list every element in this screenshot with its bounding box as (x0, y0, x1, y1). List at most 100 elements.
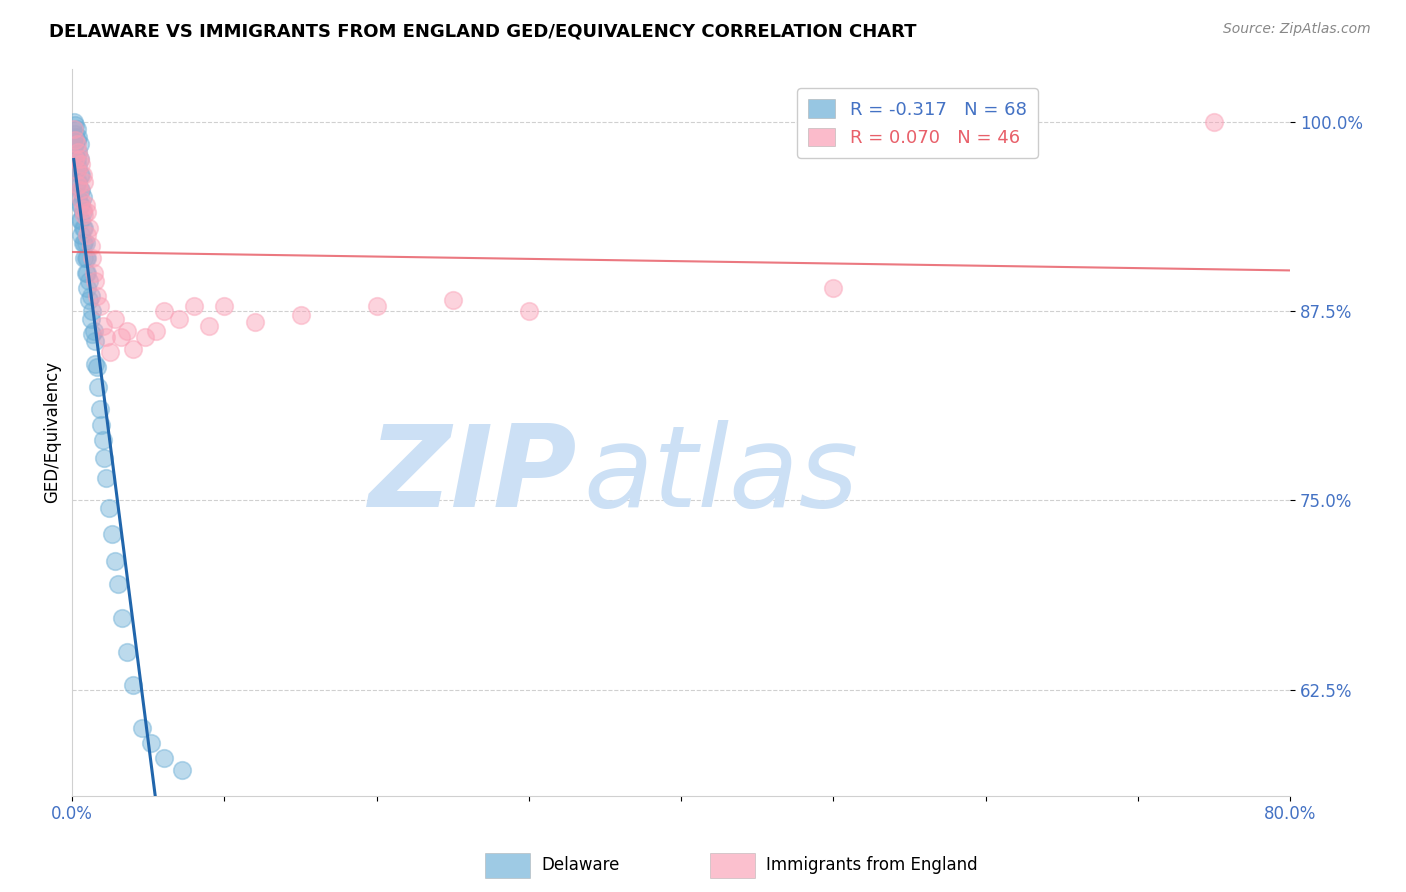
Point (67, 145, 90, 159)
Point (69, 183, 91, 197)
Point (366, 299, 388, 313)
Point (77, 293, 100, 308)
Text: ZIP: ZIP (370, 420, 578, 532)
Point (65, 153, 87, 167)
Point (65, 148, 87, 162)
Point (290, 309, 312, 323)
Point (70, 168, 93, 182)
Point (77, 274, 100, 288)
Point (104, 554, 127, 568)
Point (66, 153, 89, 167)
Point (110, 329, 132, 343)
Point (73, 175, 96, 189)
Point (1202, 114, 1225, 128)
Text: Immigrants from England: Immigrants from England (766, 856, 979, 874)
Point (91, 319, 114, 334)
Point (62, 129, 84, 144)
Point (101, 526, 124, 541)
Point (72, 168, 94, 182)
Point (79, 311, 101, 326)
Point (66, 122, 89, 136)
Point (141, 736, 163, 750)
Point (115, 645, 138, 659)
Point (73, 220, 96, 235)
Point (69, 198, 91, 212)
Point (131, 721, 153, 735)
Point (517, 304, 540, 318)
Point (70, 228, 93, 243)
Point (62, 114, 84, 128)
Point (69, 153, 91, 167)
Point (75, 266, 97, 280)
Point (183, 299, 205, 313)
Point (115, 324, 138, 338)
Point (98, 344, 121, 359)
Point (66, 137, 89, 152)
Point (76, 205, 98, 219)
Point (72, 205, 94, 219)
Point (69, 137, 91, 152)
Point (89, 299, 111, 313)
Point (91, 433, 114, 447)
Point (70, 157, 93, 171)
Point (72, 235, 94, 250)
Point (67, 160, 90, 174)
Point (65, 118, 87, 132)
Point (84, 357, 107, 371)
Point (83, 324, 105, 338)
Point (66, 175, 89, 189)
Point (67, 129, 90, 144)
Point (152, 751, 174, 765)
Point (76, 266, 98, 280)
Point (97, 500, 120, 515)
Point (79, 289, 101, 303)
Point (243, 314, 266, 328)
Point (86, 359, 108, 374)
Point (84, 274, 107, 288)
Point (70, 198, 93, 212)
Point (66, 133, 89, 147)
Point (823, 281, 845, 295)
Point (75, 235, 97, 250)
Legend: R = -0.317   N = 68, R = 0.070   N = 46: R = -0.317 N = 68, R = 0.070 N = 46 (797, 88, 1038, 158)
Point (75, 251, 97, 265)
Point (69, 213, 91, 227)
Text: DELAWARE VS IMMIGRANTS FROM ENGLAND GED/EQUIVALENCY CORRELATION CHART: DELAWARE VS IMMIGRANTS FROM ENGLAND GED/… (49, 22, 917, 40)
Point (70, 183, 93, 197)
Point (65, 127, 87, 141)
Point (65, 133, 87, 147)
Point (76, 228, 98, 243)
Point (80, 304, 103, 318)
Point (67, 175, 90, 189)
Point (75, 198, 97, 212)
Point (73, 209, 96, 223)
Point (89, 402, 111, 417)
Point (83, 266, 105, 280)
Point (122, 678, 145, 692)
Point (134, 329, 156, 343)
Point (66, 163, 89, 178)
Point (67, 178, 90, 193)
Point (167, 311, 190, 326)
Point (111, 611, 134, 625)
Point (72, 220, 94, 235)
Point (76, 281, 98, 295)
Point (198, 319, 221, 334)
Point (94, 329, 117, 343)
Point (62, 137, 84, 152)
Point (76, 251, 98, 265)
Point (65, 137, 87, 152)
Point (66, 163, 89, 178)
Point (93, 450, 115, 465)
Point (67, 190, 90, 204)
Text: atlas: atlas (583, 420, 859, 532)
Point (122, 342, 145, 356)
Point (214, 299, 236, 313)
Point (70, 194, 93, 208)
Point (69, 168, 91, 182)
Point (73, 235, 96, 250)
Y-axis label: GED/Equivalency: GED/Equivalency (44, 361, 60, 503)
Point (77, 220, 100, 235)
Point (104, 311, 127, 326)
Point (441, 293, 464, 308)
